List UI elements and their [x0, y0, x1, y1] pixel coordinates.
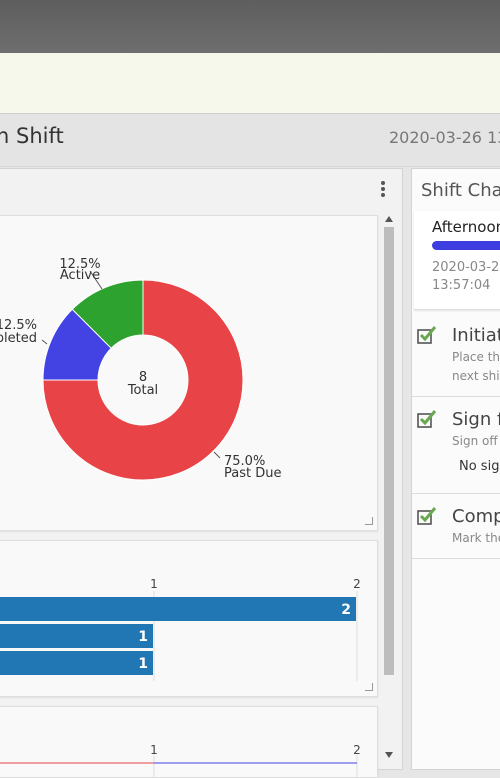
checkmark-icon [417, 507, 437, 525]
secondary-chart-card: 1 2 [0, 706, 378, 778]
task-status: No sig [459, 459, 500, 474]
center-value: 8 [139, 370, 147, 385]
bar[interactable] [0, 651, 153, 675]
active-slice[interactable] [71, 279, 144, 349]
task-title: Sign f [452, 409, 500, 430]
bar-chart: 1 2 2 1 1 [0, 577, 361, 681]
task-item[interactable]: Comp Mark the [412, 494, 500, 559]
shift-time: 13:57:04 [432, 278, 491, 293]
bar-value-label: 1 [138, 656, 148, 672]
secondary-chart: 1 2 [0, 743, 361, 777]
donut-chart: 8 Total 12.5% Active 12.5% pleted 75.0% … [0, 257, 281, 481]
past-due-percent-label: 75.0% [224, 454, 265, 469]
task-title: Comp [452, 506, 500, 527]
top-app-bar [0, 0, 500, 53]
shift-date: 2020-03-26 13:57:04 [432, 259, 500, 295]
bar-value-label: 1 [138, 629, 148, 645]
panel-scrollbar[interactable] [383, 212, 395, 765]
task-desc: Mark the [452, 531, 500, 545]
leader-line [213, 451, 221, 459]
bar[interactable] [0, 624, 153, 648]
task-item[interactable]: Initiate Place the next shif [412, 317, 500, 397]
shift-change-panel: Shift Cha Afternoon 2020-03-26 13:57:04 … [411, 168, 500, 770]
shift-panel-title: Shift Cha [421, 180, 500, 201]
shift-progress-bar [432, 241, 500, 250]
task-desc: Sign off [452, 434, 498, 448]
leader-line [41, 339, 48, 345]
leader-line [89, 270, 103, 290]
completed-label: pleted [0, 331, 37, 346]
page-title: n Shift [0, 124, 64, 148]
checkmark-icon [417, 326, 437, 344]
active-label: Active [60, 268, 100, 283]
page-date: 2020-03-26 13 [389, 128, 500, 147]
resize-handle-icon[interactable] [365, 517, 373, 525]
bar-value-label: 2 [341, 602, 351, 618]
shift-date-line: 2020-03-26 [432, 260, 500, 275]
checkmark-icon [417, 410, 437, 428]
past-due-slice[interactable] [42, 279, 244, 481]
completed-percent-label: 12.5% [0, 318, 37, 333]
x-tick-2: 2 [353, 577, 361, 591]
shift-card[interactable]: Afternoon 2020-03-26 13:57:04 [414, 211, 500, 310]
scroll-down-icon[interactable] [385, 752, 393, 758]
scroll-up-icon[interactable] [385, 216, 393, 222]
task-desc: next shif [452, 369, 500, 383]
bar-chart-card: 1 2 2 1 1 [0, 540, 378, 697]
center-label: Total [127, 383, 158, 398]
resize-handle-icon[interactable] [365, 683, 373, 691]
notice-banner [0, 53, 500, 114]
shift-name: Afternoon [432, 218, 500, 236]
task-item[interactable]: Sign f Sign off No sig [412, 397, 500, 494]
task-desc: Place the [452, 350, 500, 364]
task-title: Initiate [452, 325, 500, 346]
active-percent-label: 12.5% [59, 257, 100, 272]
past-due-label: Past Due [224, 466, 281, 481]
x-tick-2: 2 [353, 743, 361, 757]
page-header: n Shift 2020-03-26 13 [0, 114, 500, 167]
status-donut-card: 8 Total 12.5% Active 12.5% pleted 75.0% … [0, 215, 378, 531]
x-tick-1: 1 [150, 743, 158, 757]
more-options-icon[interactable] [381, 181, 385, 197]
bar[interactable] [0, 597, 356, 621]
scroll-thumb[interactable] [384, 227, 394, 675]
x-tick-1: 1 [150, 577, 158, 591]
